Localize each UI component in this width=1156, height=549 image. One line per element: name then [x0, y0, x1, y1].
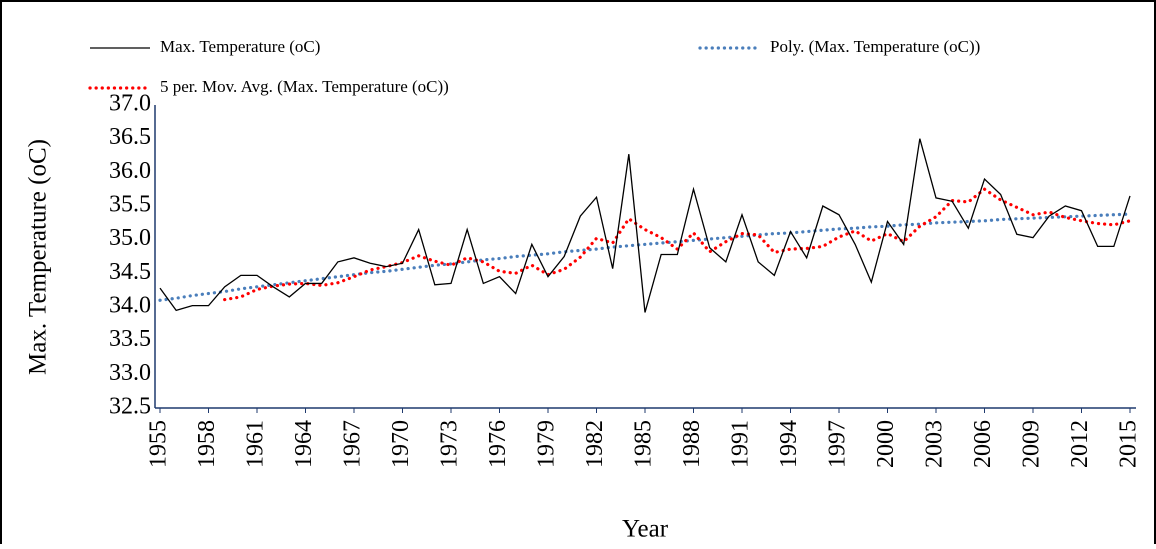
x-tick-label: 1991	[728, 420, 754, 468]
x-tick-label: 1958	[194, 420, 220, 468]
x-tick-label: 1967	[340, 420, 366, 468]
x-tick-label: 1988	[679, 420, 705, 468]
x-tick-label: 1994	[776, 420, 802, 468]
y-tick-label: 33.0	[109, 360, 151, 386]
legend-label: Poly. (Max. Temperature (oC))	[770, 37, 980, 56]
y-tick-label: 33.5	[109, 326, 151, 352]
series-line	[159, 138, 1131, 313]
y-tick-label: 34.5	[109, 259, 151, 285]
x-tick-label: 1985	[631, 420, 657, 468]
y-tick-label: 32.5	[109, 394, 151, 420]
y-tick-label: 35.0	[109, 225, 151, 251]
y-tick-label: 34.0	[109, 293, 151, 319]
legend-label: Max. Temperature (oC)	[160, 37, 320, 56]
y-tick-label: 35.5	[109, 192, 151, 218]
x-tick-label: 2015	[1116, 420, 1142, 468]
series-line	[158, 212, 1132, 302]
x-tick-label: 1982	[582, 420, 608, 468]
x-tick-label: 1955	[146, 420, 172, 468]
x-tick-label: 1973	[437, 420, 463, 468]
x-tick-label: 1979	[534, 420, 560, 468]
x-tick-label: 2006	[970, 420, 996, 468]
y-tick-label: 37.0	[109, 91, 151, 117]
y-tick-label: 36.0	[109, 158, 151, 184]
x-tick-label: 1970	[388, 420, 414, 468]
x-tick-label: 2003	[922, 420, 948, 468]
x-tick-label: 2000	[873, 420, 899, 468]
x-tick-label: 1997	[825, 420, 851, 468]
x-tick-label: 1976	[485, 420, 511, 468]
legend-label: 5 per. Mov. Avg. (Max. Temperature (oC))	[160, 77, 449, 96]
x-axis-title: Year	[622, 516, 669, 543]
x-tick-label: 2009	[1019, 420, 1045, 468]
y-axis-title: Max. Temperature (oC)	[25, 139, 52, 375]
y-tick-label: 36.5	[109, 124, 151, 150]
x-tick-label: 1961	[243, 420, 269, 468]
series-line	[223, 187, 1132, 302]
x-tick-label: 2012	[1067, 420, 1093, 468]
x-tick-label: 1964	[291, 420, 317, 468]
